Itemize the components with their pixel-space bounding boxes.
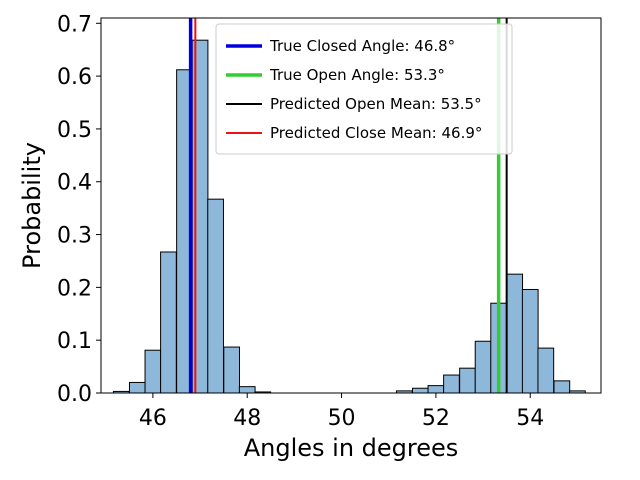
histogram-bar <box>223 346 241 394</box>
x-tick-label: 46 <box>139 406 167 431</box>
y-axis-label: Probability <box>18 142 46 269</box>
legend-entry: True Closed Angle: 46.8° <box>269 37 455 55</box>
histogram-bar <box>207 198 224 394</box>
legend: True Closed Angle: 46.8° True Open Angle:… <box>215 23 513 155</box>
y-tick-label: 0.3 <box>57 224 92 249</box>
histogram-bar <box>521 288 539 394</box>
histogram-bar <box>238 386 256 394</box>
legend-box <box>215 23 513 155</box>
x-axis-ticks: 46 48 50 52 54 <box>139 393 544 431</box>
x-tick-label: 52 <box>422 406 450 431</box>
y-tick-label: 0.4 <box>57 171 92 196</box>
histogram-bar <box>553 380 571 394</box>
y-tick-label: 0.0 <box>57 382 92 407</box>
histogram-bar <box>128 381 146 394</box>
legend-entry: Predicted Close Mean: 46.9° <box>270 124 482 142</box>
legend-entry: True Open Angle: 53.3° <box>269 66 445 84</box>
histogram-bar <box>506 273 524 394</box>
histogram-bar <box>427 385 445 394</box>
y-tick-label: 0.1 <box>57 329 92 354</box>
x-tick-label: 54 <box>516 406 544 431</box>
histogram-bar <box>474 340 492 394</box>
histogram-bar <box>537 347 555 394</box>
y-tick-label: 0.2 <box>57 276 92 301</box>
x-axis-label: Angles in degrees <box>244 434 459 462</box>
legend-entry: Predicted Open Mean: 53.5° <box>270 95 482 113</box>
y-tick-label: 0.5 <box>57 118 92 143</box>
y-axis-ticks: 0.0 0.1 0.2 0.3 0.4 0.5 0.6 0.7 <box>57 12 101 407</box>
plot-frame <box>100 17 602 394</box>
histogram-bar <box>160 251 177 394</box>
x-tick-label: 48 <box>233 406 261 431</box>
histogram-bar <box>411 387 429 394</box>
histogram-bar <box>443 374 460 394</box>
x-tick-label: 50 <box>328 406 356 431</box>
y-tick-label: 0.6 <box>57 65 92 90</box>
y-tick-label: 0.7 <box>57 12 92 37</box>
histogram-bar <box>459 367 476 394</box>
histogram-bar <box>144 349 162 394</box>
